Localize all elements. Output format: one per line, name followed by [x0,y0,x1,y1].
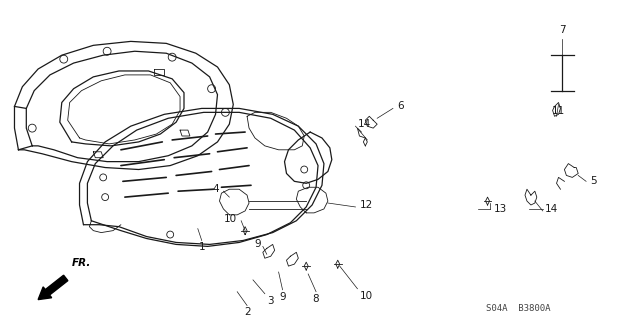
Text: FR.: FR. [72,258,91,268]
Text: 1: 1 [198,242,205,252]
Text: 2: 2 [244,308,250,317]
Text: S04A  B3800A: S04A B3800A [486,304,550,313]
Text: 9: 9 [279,292,286,302]
Text: 14: 14 [358,119,371,129]
Text: 3: 3 [267,296,273,306]
Text: 8: 8 [313,294,319,304]
Text: 10: 10 [360,291,372,301]
Text: 9: 9 [254,240,261,249]
Text: 13: 13 [493,204,507,214]
Text: 11: 11 [552,107,565,116]
Text: 4: 4 [213,184,220,194]
Text: 7: 7 [559,26,566,35]
Text: 14: 14 [545,204,558,214]
Text: 5: 5 [590,176,596,186]
Text: 12: 12 [360,200,372,210]
Text: 10: 10 [224,214,237,224]
FancyArrow shape [38,275,68,300]
Text: 6: 6 [397,101,403,111]
